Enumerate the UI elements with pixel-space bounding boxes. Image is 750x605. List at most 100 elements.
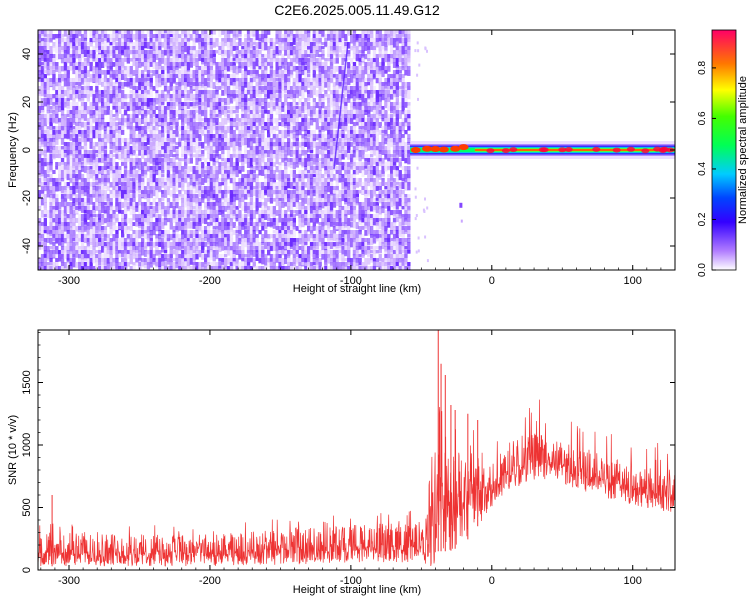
- spectrogram-cell: [309, 134, 314, 141]
- spectrogram-cell: [192, 98, 196, 102]
- spectrogram-cell: [221, 134, 225, 140]
- spectrogram-cell: [269, 154, 274, 161]
- spectrogram-cell: [63, 118, 68, 127]
- spectrogram-cell: [246, 150, 251, 155]
- spectrogram-cell: [112, 258, 116, 263]
- spectrogram-cell: [281, 198, 285, 204]
- spectrogram-cell: [327, 162, 331, 169]
- spectrogram-cell: [246, 158, 251, 163]
- spectrogram-cell: [123, 226, 128, 233]
- spectrogram-cell: [292, 218, 296, 223]
- spectrogram-cell: [121, 90, 125, 99]
- spectrogram-cell: [66, 58, 70, 64]
- spectrogram-cell: [255, 138, 259, 143]
- spectrogram-cell: [78, 162, 82, 168]
- spectrogram-cell: [324, 262, 328, 267]
- spectrogram-cell: [135, 70, 139, 74]
- spectrogram-cell: [155, 126, 159, 132]
- spectrogram-cell: [189, 74, 193, 78]
- spectrogram-cell: [103, 214, 108, 221]
- spectrogram-cell: [138, 106, 142, 110]
- spectrogram-cell: [55, 262, 59, 269]
- spectrogram-cell: [118, 146, 122, 153]
- spectrogram-cell: [321, 178, 325, 186]
- spectrogram-cell: [121, 174, 125, 179]
- spectrogram-cell: [204, 242, 208, 247]
- spectrogram-cell: [281, 182, 285, 189]
- spectrogram-cell: [304, 42, 308, 47]
- spectrogram-cell: [141, 134, 145, 138]
- spectrogram-cell: [264, 202, 268, 209]
- spectrogram-cell: [135, 118, 139, 124]
- spectrogram-cell: [327, 258, 331, 264]
- spectrogram-cell: [155, 262, 159, 266]
- spectrogram-cell: [204, 38, 208, 45]
- spectrogram-cell: [312, 74, 316, 81]
- spectrogram-cell: [224, 178, 228, 185]
- spectrogram-cell: [178, 214, 182, 220]
- spectrogram-cell: [129, 154, 133, 158]
- spectrogram-cell: [75, 150, 79, 154]
- spectrogram-cell: [289, 202, 294, 211]
- spectrogram-cell: [275, 234, 279, 242]
- spectrogram-cell: [46, 254, 50, 261]
- spectrogram-cell: [72, 58, 76, 63]
- spectrogram-cell: [235, 42, 239, 47]
- spectrogram-cell: [195, 178, 199, 182]
- spectrogram-cell: [118, 86, 122, 94]
- spectrogram-cell: [92, 226, 96, 236]
- spectrogram-cell: [195, 62, 199, 67]
- spectrogram-cell: [38, 246, 42, 251]
- spectrogram-cell: [58, 118, 62, 123]
- spectrogram-cell: [307, 74, 311, 78]
- spectrogram-cell: [221, 222, 225, 232]
- spectrogram-cell: [112, 114, 116, 118]
- spectrogram-cell: [49, 238, 53, 245]
- spectrogram-cell: [281, 82, 285, 91]
- spectrogram-cell: [324, 150, 328, 158]
- spectrogram-cell: [72, 118, 76, 125]
- spectrogram-cell: [38, 182, 42, 187]
- spectrogram-cell: [241, 110, 245, 117]
- spectrogram-cell: [166, 254, 171, 258]
- spectrogram-cell: [86, 234, 90, 241]
- spectrogram-cell: [221, 218, 225, 226]
- spectrogram-cell: [232, 146, 236, 152]
- spectrogram-cell: [218, 146, 222, 150]
- spectrogram-cell: [309, 218, 314, 223]
- spectrogram-cell: [175, 126, 179, 131]
- spectrogram-cell: [184, 202, 188, 208]
- spectrogram-cell: [278, 86, 282, 93]
- spectrogram-cell: [309, 262, 314, 270]
- spectrogram-cell: [312, 214, 316, 220]
- spectrogram-cell: [98, 158, 102, 164]
- spectrogram-cell: [312, 38, 316, 42]
- spectrogram-cell: [103, 186, 108, 190]
- spectrogram-cell: [129, 162, 133, 171]
- spectrogram-cell: [246, 102, 251, 107]
- spectrogram-cell: [161, 246, 165, 253]
- spectrogram-cell: [123, 190, 128, 195]
- spectrogram-cell: [235, 226, 239, 232]
- spectrogram-cell: [329, 42, 334, 49]
- spectrogram-cell: [178, 266, 182, 270]
- spectrogram-cell: [129, 198, 133, 206]
- spectrogram-cell: [109, 126, 113, 132]
- spectrogram-cell: [143, 222, 148, 226]
- spectrogram-cell: [204, 202, 208, 208]
- spectrogram-cell: [204, 66, 208, 71]
- spectrogram-cell: [178, 54, 182, 61]
- spectrogram-cell: [106, 182, 110, 188]
- spectrogram-cell: [158, 146, 162, 150]
- spectrogram-cell: [327, 250, 331, 257]
- spectrogram-cell: [292, 194, 296, 201]
- spectrogram-cell: [115, 34, 119, 42]
- spectrogram-cell: [63, 162, 68, 170]
- spectrogram-cell: [172, 122, 176, 129]
- spectrogram-cell: [126, 250, 130, 255]
- spectrogram-cell: [307, 70, 311, 74]
- spectrogram-cell: [169, 158, 173, 164]
- spectrogram-cell: [241, 114, 245, 121]
- spectrogram-cell: [115, 238, 119, 245]
- spectrogram-cell: [172, 162, 176, 169]
